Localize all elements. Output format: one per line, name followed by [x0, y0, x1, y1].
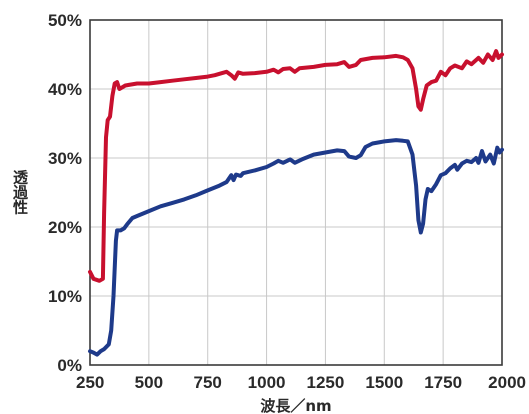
- series-line-2: [88, 138, 504, 357]
- x-tick-label: 250: [76, 373, 104, 392]
- y-tick-label: 50%: [48, 11, 82, 30]
- x-tick-label: 1500: [365, 373, 403, 392]
- y-tick-labels: 0% 10% 20% 30% 40% 50%: [48, 11, 82, 375]
- y-tick-label: 30%: [48, 149, 82, 168]
- x-tick-label: 1250: [307, 373, 345, 392]
- x-tick-label: 2000: [488, 373, 526, 392]
- y-axis-label: 透過性: [11, 170, 29, 216]
- y-tick-label: 0%: [57, 356, 82, 375]
- plot-frame: [89, 19, 503, 366]
- y-tick-label: 10%: [48, 287, 82, 306]
- x-axis-label: 波長／nm: [260, 397, 331, 414]
- x-tick-label: 750: [194, 373, 222, 392]
- x-tick-label: 1000: [248, 373, 286, 392]
- series-line-1: [88, 49, 504, 283]
- y-tick-label: 40%: [48, 80, 82, 99]
- y-tick-label: 20%: [48, 218, 82, 237]
- series-layer: [88, 49, 504, 357]
- x-tick-label: 500: [135, 373, 163, 392]
- x-tick-labels: 250 500 750 1000 1250 1500 1750 2000: [76, 373, 526, 392]
- x-tick-label: 1750: [424, 373, 462, 392]
